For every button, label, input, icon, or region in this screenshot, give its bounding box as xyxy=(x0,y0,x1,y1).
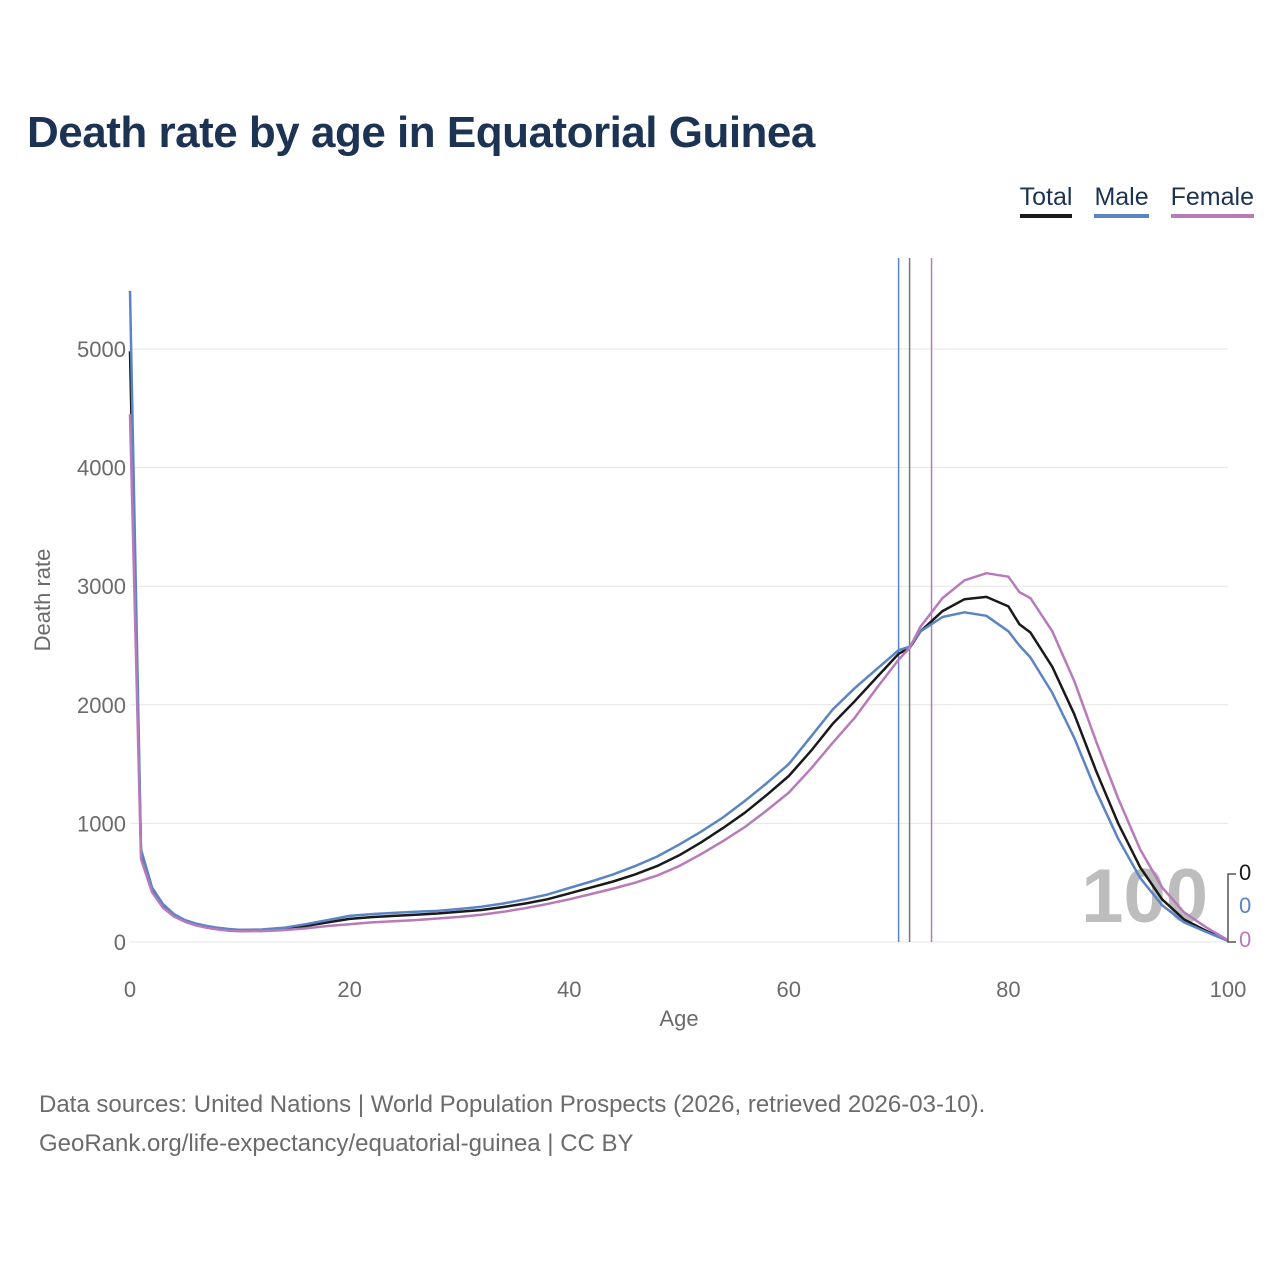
footer-sources: Data sources: United Nations | World Pop… xyxy=(39,1091,986,1118)
x-tick-label-40: 40 xyxy=(557,977,581,1002)
legend-item-female[interactable]: Female xyxy=(1170,182,1254,218)
x-axis-title: Age xyxy=(659,1006,698,1031)
x-tick-label-60: 60 xyxy=(777,977,801,1002)
axis-ticks: 0 1000 2000 3000 4000 5000 0 20 40 60 80 100 xyxy=(77,337,1246,1002)
footer: Data sources: United Nations | World Pop… xyxy=(39,1085,985,1163)
end-label-female: 0 xyxy=(1239,927,1251,952)
y-tick-label-3000: 3000 xyxy=(77,574,126,599)
series-line-male xyxy=(128,290,1229,942)
legend-item-male[interactable]: Male xyxy=(1094,182,1149,218)
x-tick-label-0: 0 xyxy=(124,977,136,1002)
x-tick-label-100: 100 xyxy=(1210,977,1247,1002)
end-labels: 0 0 0 xyxy=(1227,860,1251,952)
end-label-total: 0 xyxy=(1239,860,1251,885)
gridlines xyxy=(130,348,1228,943)
chart-title: Death rate by age in Equatorial Guinea xyxy=(27,108,815,157)
y-tick-label-4000: 4000 xyxy=(77,456,126,481)
watermark-year: 100 xyxy=(1081,854,1208,939)
series-lines xyxy=(128,290,1229,942)
y-axis-title: Death rate xyxy=(30,549,55,652)
x-tick-label-20: 20 xyxy=(337,977,361,1002)
end-label-male: 0 xyxy=(1239,893,1251,918)
end-label-bracket xyxy=(1227,873,1236,943)
y-tick-label-1000: 1000 xyxy=(77,811,126,836)
footer-attribution[interactable]: GeoRank.org/life-expectancy/equatorial-g… xyxy=(39,1130,634,1157)
y-tick-label-0: 0 xyxy=(114,930,126,955)
watermark-group: 100 xyxy=(1081,854,1208,939)
series-line-female xyxy=(128,414,1229,942)
series-line-total xyxy=(128,351,1229,942)
y-tick-label-5000: 5000 xyxy=(77,337,126,362)
x-tick-label-80: 80 xyxy=(996,977,1020,1002)
legend: Total Male Female xyxy=(1019,182,1254,218)
legend-item-total[interactable]: Total xyxy=(1019,182,1073,218)
reference-lines xyxy=(897,258,933,942)
y-tick-label-2000: 2000 xyxy=(77,693,126,718)
